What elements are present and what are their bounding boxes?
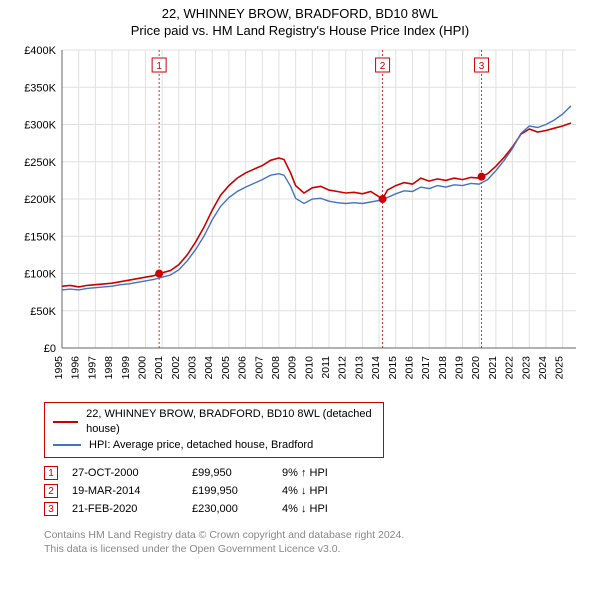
x-tick-label: 2012 xyxy=(337,356,349,380)
legend-label: HPI: Average price, detached house, Brad… xyxy=(89,438,313,453)
legend-row: 22, WHINNEY BROW, BRADFORD, BD10 8WL (de… xyxy=(53,407,375,438)
event-price: £230,000 xyxy=(192,503,282,515)
event-number-box: 2 xyxy=(44,484,58,498)
x-tick-label: 1999 xyxy=(120,356,132,380)
legend-swatch xyxy=(53,444,81,446)
legend-swatch xyxy=(53,421,78,423)
x-tick-label: 2010 xyxy=(303,356,315,380)
y-tick-label: £200K xyxy=(24,194,56,206)
x-tick-label: 2001 xyxy=(153,356,165,380)
event-marker-number: 3 xyxy=(479,61,485,72)
legend-row: HPI: Average price, detached house, Brad… xyxy=(53,438,375,453)
chart-title-block: 22, WHINNEY BROW, BRADFORD, BD10 8WL Pri… xyxy=(0,0,600,40)
event-date: 19-MAR-2014 xyxy=(72,485,192,497)
event-marker-number: 2 xyxy=(380,61,386,72)
event-date: 27-OCT-2000 xyxy=(72,467,192,479)
title-line-2: Price paid vs. HM Land Registry's House … xyxy=(0,23,600,38)
x-tick-label: 2002 xyxy=(170,356,182,380)
x-tick-label: 2021 xyxy=(487,356,499,380)
x-tick-label: 1998 xyxy=(103,356,115,380)
x-tick-label: 2009 xyxy=(287,356,299,380)
x-tick-label: 2018 xyxy=(437,356,449,380)
event-diff: 4% ↓ HPI xyxy=(282,485,372,497)
event-number-box: 3 xyxy=(44,502,58,516)
y-tick-label: £350K xyxy=(24,82,56,94)
chart-container: £0 £50K £100K £150K £200K £250K £300K £350K £400… xyxy=(10,44,590,394)
x-tick-label: 2023 xyxy=(520,356,532,380)
x-tick-label: 2016 xyxy=(403,356,415,380)
y-tick-label: £400K xyxy=(24,45,56,57)
x-tick-label: 2011 xyxy=(320,356,332,379)
legend-box: 22, WHINNEY BROW, BRADFORD, BD10 8WL (de… xyxy=(44,402,384,458)
event-row: 3 21-FEB-2020£230,0004% ↓ HPI xyxy=(44,500,590,518)
x-tick-label: 2003 xyxy=(187,356,199,380)
x-tick-label: 2008 xyxy=(270,356,282,380)
x-tick-label: 2014 xyxy=(370,356,382,380)
x-tick-label: 2013 xyxy=(353,356,365,380)
title-line-1: 22, WHINNEY BROW, BRADFORD, BD10 8WL xyxy=(0,6,600,23)
x-tick-label: 1995 xyxy=(53,356,65,380)
event-marker-dot xyxy=(379,195,387,203)
y-tick-label: £50K xyxy=(30,306,56,318)
x-tick-label: 2005 xyxy=(220,356,232,380)
x-tick-label: 2015 xyxy=(387,356,399,380)
event-marker-dot xyxy=(155,269,163,277)
event-diff: 9% ↑ HPI xyxy=(282,467,372,479)
x-tick-label: 1996 xyxy=(70,356,82,380)
x-tick-label: 2025 xyxy=(554,356,566,380)
x-tick-label: 2020 xyxy=(470,356,482,380)
footnote: Contains HM Land Registry data © Crown c… xyxy=(44,528,590,556)
x-tick-label: 2006 xyxy=(237,356,249,380)
event-price: £99,950 xyxy=(192,467,282,479)
event-row: 1 27-OCT-2000£99,9509% ↑ HPI xyxy=(44,464,590,482)
y-tick-label: £150K xyxy=(24,231,56,243)
x-tick-label: 2000 xyxy=(136,356,148,380)
event-price: £199,950 xyxy=(192,485,282,497)
event-date: 21-FEB-2020 xyxy=(72,503,192,515)
x-tick-label: 2022 xyxy=(504,356,516,380)
price-line-chart: £0 £50K £100K £150K £200K £250K £300K £350K £400… xyxy=(10,44,590,394)
y-tick-label: £0 xyxy=(44,343,56,355)
x-tick-label: 2004 xyxy=(203,356,215,380)
events-table: 1 27-OCT-2000£99,9509% ↑ HPI 2 19-MAR-2014£… xyxy=(44,464,590,518)
event-marker-dot xyxy=(478,173,486,181)
y-tick-label: £250K xyxy=(24,157,56,169)
x-tick-label: 2017 xyxy=(420,356,432,380)
event-diff: 4% ↓ HPI xyxy=(282,503,372,515)
x-tick-label: 2024 xyxy=(537,356,549,380)
footnote-line-1: Contains HM Land Registry data © Crown c… xyxy=(44,528,590,542)
y-tick-label: £100K xyxy=(24,268,56,280)
x-tick-label: 2007 xyxy=(253,356,265,380)
x-tick-label: 1997 xyxy=(86,356,98,380)
y-tick-label: £300K xyxy=(24,119,56,131)
x-tick-label: 2019 xyxy=(454,356,466,380)
event-marker-number: 1 xyxy=(156,61,162,72)
event-number-box: 1 xyxy=(44,466,58,480)
event-row: 2 19-MAR-2014£199,9504% ↓ HPI xyxy=(44,482,590,500)
footnote-line-2: This data is licensed under the Open Gov… xyxy=(44,542,590,556)
legend-label: 22, WHINNEY BROW, BRADFORD, BD10 8WL (de… xyxy=(86,407,375,438)
